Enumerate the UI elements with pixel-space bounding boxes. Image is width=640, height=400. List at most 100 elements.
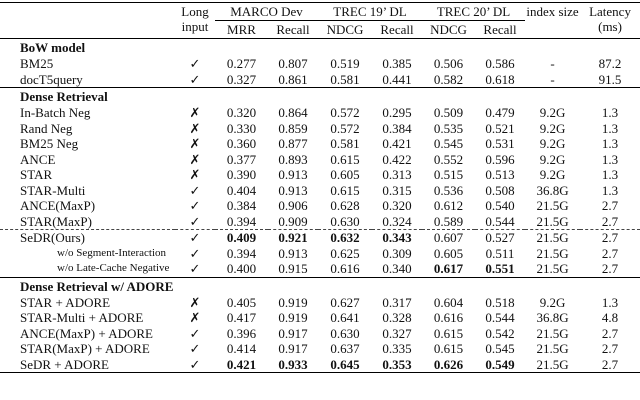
cell: 0.421 — [226, 356, 257, 372]
model-name: STAR(MaxP) + ADORE — [20, 341, 150, 357]
cell: 0.605 — [330, 167, 360, 183]
section-row: Dense Retrieval — [0, 88, 640, 106]
cell: 1.3 — [601, 136, 619, 152]
data-row: w/o Segment-Interaction ✓ 0.394 0.913 0.625 0… — [0, 246, 640, 262]
cell: ✓ — [189, 261, 201, 277]
cell: 1.3 — [601, 105, 619, 121]
cell: 0.384 — [226, 198, 257, 214]
cell: 0.615 — [433, 325, 464, 341]
cell: ✓ — [189, 245, 201, 261]
cell: 2.7 — [601, 356, 619, 372]
cell: 1.3 — [601, 151, 619, 167]
cell: 0.604 — [433, 294, 464, 310]
cell: 0.582 — [433, 71, 464, 87]
cell: 0.627 — [330, 294, 360, 310]
cell: 0.617 — [433, 261, 464, 277]
cell: 0.915 — [278, 261, 308, 277]
section-row: Dense Retrieval w/ ADORE — [0, 277, 640, 295]
cell: ✗ — [189, 136, 201, 152]
cell: 0.327 — [226, 71, 257, 87]
cell: 0.605 — [433, 245, 464, 261]
cell: 0.919 — [278, 310, 308, 326]
cell: 0.909 — [278, 213, 308, 229]
cell: 0.320 — [382, 198, 412, 214]
data-row: STAR + ADORE ✗ 0.405 0.919 0.627 0.317 0.604 0.… — [0, 295, 640, 311]
data-row: ANCE(MaxP) ✓ 0.384 0.906 0.628 0.320 0.612 0.54… — [0, 198, 640, 214]
section-row: BoW model — [0, 39, 640, 57]
cell: ✓ — [189, 71, 201, 87]
model-name: STAR-Multi + ADORE — [20, 310, 144, 326]
cell: 0.328 — [382, 310, 412, 326]
metric-header: NDCG — [326, 22, 364, 37]
cell: 0.542 — [485, 325, 515, 341]
cell: 0.384 — [382, 120, 412, 136]
cell: 0.400 — [226, 261, 257, 277]
cell: 0.309 — [382, 245, 412, 261]
cell: 0.933 — [278, 356, 308, 372]
header-cell — [0, 3, 175, 39]
cell: 0.906 — [278, 198, 308, 214]
cell: 0.921 — [268, 229, 318, 246]
model-name: ANCE(MaxP) — [20, 198, 96, 214]
cell: 2.7 — [580, 229, 640, 246]
cell: 9.2G — [539, 120, 566, 136]
cell: 0.327 — [382, 325, 412, 341]
cell: 0.536 — [433, 182, 464, 198]
cell: 0.515 — [433, 167, 464, 183]
cell: 0.394 — [226, 245, 257, 261]
cell: 0.313 — [382, 167, 412, 183]
cell: 0.441 — [382, 71, 412, 87]
cell: 0.615 — [330, 182, 360, 198]
group-header: TREC 20’ DL — [422, 2, 526, 21]
data-row: Rand Neg ✗ 0.330 0.859 0.572 0.384 0.535 0.521 9… — [0, 121, 640, 137]
cell: 2.7 — [601, 261, 619, 277]
model-name: BM25 Neg — [20, 136, 79, 152]
cell: 0.626 — [433, 356, 464, 372]
data-row: ANCE ✗ 0.377 0.893 0.615 0.422 0.552 0.596 9.2G 1… — [0, 152, 640, 168]
cell: 0.394 — [226, 213, 257, 229]
cell: 9.2G — [539, 294, 566, 310]
cell: ✗ — [189, 151, 201, 167]
cell: 0.864 — [278, 105, 308, 121]
cell: ✓ — [189, 213, 201, 229]
cell: 0.513 — [485, 167, 515, 183]
data-row: In-Batch Neg ✗ 0.320 0.864 0.572 0.295 0.509 0.… — [0, 105, 640, 121]
cell: 0.315 — [382, 182, 412, 198]
cell: 0.421 — [382, 136, 412, 152]
cell: 0.913 — [278, 182, 308, 198]
cell: 9.2G — [539, 105, 566, 121]
cell: 0.616 — [330, 261, 360, 277]
cell: 0.295 — [382, 105, 412, 121]
cell: 0.414 — [226, 341, 257, 357]
cell: 36.8G — [536, 310, 569, 326]
cell: 0.572 — [330, 105, 360, 121]
cell: ✓ — [189, 56, 201, 72]
cell: 0.581 — [330, 71, 360, 87]
model-name: w/o Late-Cache Negative — [57, 262, 170, 275]
cell: ✗ — [189, 105, 201, 121]
cell: ✓ — [189, 198, 201, 214]
cell: 0.511 — [485, 245, 515, 261]
cell: ✓ — [189, 182, 201, 198]
cell: 0.551 — [485, 261, 515, 277]
cell: 0.544 — [485, 310, 515, 326]
cell: 0.596 — [485, 151, 515, 167]
cell: 36.8G — [536, 182, 569, 198]
cell: 9.2G — [539, 136, 566, 152]
header-row: Long input MARCO Dev TREC 19’ DL TREC 20’ D… — [0, 2, 640, 34]
cell: 0.330 — [226, 120, 257, 136]
cell: 0.893 — [278, 151, 308, 167]
cell: 2.7 — [601, 325, 619, 341]
model-name: docT5query — [20, 71, 83, 87]
cell: 1.3 — [601, 167, 619, 183]
cell: 0.913 — [278, 245, 308, 261]
cell: 0.625 — [330, 245, 360, 261]
group-header: TREC 19’ DL — [318, 2, 423, 21]
cell: 0.518 — [485, 294, 515, 310]
cell: 2.7 — [601, 245, 619, 261]
cell: 0.586 — [485, 56, 515, 72]
model-name: Rand Neg — [20, 120, 73, 136]
cell: 0.632 — [318, 229, 372, 246]
cell: 0.531 — [485, 136, 515, 152]
cell: 0.615 — [433, 341, 464, 357]
